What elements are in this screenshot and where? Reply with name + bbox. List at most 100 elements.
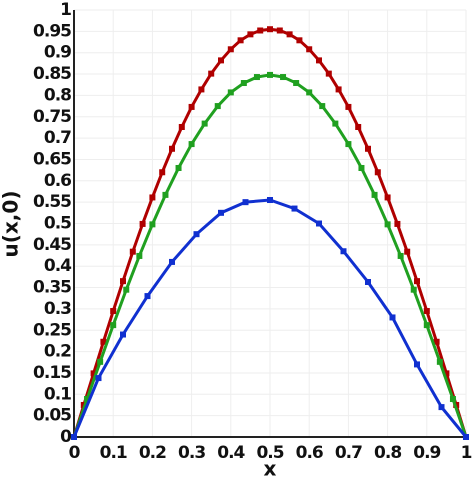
marker xyxy=(276,27,283,34)
x-axis-label: x xyxy=(264,457,277,481)
y-tick-label: 0.75 xyxy=(33,107,71,127)
marker xyxy=(335,86,342,93)
marker xyxy=(325,70,332,77)
marker xyxy=(414,278,420,285)
marker xyxy=(443,370,450,377)
y-tick-label: 0.15 xyxy=(33,363,71,383)
marker xyxy=(178,123,185,130)
marker xyxy=(201,120,208,127)
marker xyxy=(433,338,440,345)
marker xyxy=(227,46,234,53)
marker xyxy=(267,26,273,33)
x-tick-label: 0.2 xyxy=(139,443,166,463)
y-axis-label: u(x,0) xyxy=(0,191,23,258)
marker xyxy=(129,248,136,255)
marker xyxy=(306,89,313,96)
marker xyxy=(193,231,200,238)
marker xyxy=(410,286,417,293)
y-tick-label: 0.2 xyxy=(44,342,71,362)
marker xyxy=(384,194,391,201)
marker xyxy=(394,220,401,227)
marker xyxy=(267,71,273,78)
marker xyxy=(175,164,182,171)
marker xyxy=(110,308,117,315)
marker xyxy=(389,314,396,321)
x-tick-label: 0.3 xyxy=(178,443,205,463)
marker xyxy=(149,194,156,201)
marker xyxy=(286,31,293,38)
marker xyxy=(365,145,371,152)
x-tick-label: 0.1 xyxy=(100,443,127,463)
y-tick-label: 0.05 xyxy=(33,406,71,426)
y-tick-label: 0.65 xyxy=(33,149,71,169)
marker xyxy=(208,70,215,77)
marker xyxy=(423,322,430,329)
marker xyxy=(247,31,254,38)
marker xyxy=(253,74,260,81)
x-tick-label: 0.9 xyxy=(413,443,440,463)
marker xyxy=(188,103,195,110)
y-tick-label: 0.55 xyxy=(33,192,71,212)
marker xyxy=(120,278,126,285)
marker xyxy=(345,141,352,148)
y-tick-label: 0 xyxy=(60,427,72,447)
marker xyxy=(120,331,126,338)
y-tick-label: 0.6 xyxy=(44,171,71,191)
marker xyxy=(463,434,469,440)
x-tick-label: 0 xyxy=(69,443,81,463)
y-tick-label: 0.5 xyxy=(44,214,71,234)
y-tick-label: 0.45 xyxy=(33,235,71,255)
marker xyxy=(293,80,300,87)
x-tick-label: 0.7 xyxy=(335,443,362,463)
x-tick-label: 0.8 xyxy=(374,443,401,463)
marker xyxy=(144,293,151,300)
y-tick-label: 0.9 xyxy=(44,43,71,63)
marker xyxy=(414,361,420,368)
y-tick-label: 0.7 xyxy=(44,128,71,148)
marker xyxy=(267,197,273,204)
marker xyxy=(139,220,146,227)
marker xyxy=(84,395,91,402)
marker xyxy=(169,258,175,265)
marker xyxy=(316,220,322,227)
marker xyxy=(332,120,339,127)
x-tick-label: 1 xyxy=(461,443,472,463)
x-tick-label: 0.4 xyxy=(217,443,245,463)
marker xyxy=(384,221,391,228)
y-tick-label: 0.25 xyxy=(33,320,71,340)
marker xyxy=(436,358,443,365)
x-tick-label: 0.5 xyxy=(256,443,283,463)
marker xyxy=(438,404,445,411)
marker xyxy=(397,252,404,259)
y-tick-label: 0.35 xyxy=(33,278,71,298)
marker xyxy=(371,191,378,198)
marker xyxy=(365,278,371,285)
marker xyxy=(291,205,298,212)
marker xyxy=(218,209,224,216)
y-tick-label: 0.85 xyxy=(33,64,71,84)
marker xyxy=(242,199,249,206)
marker xyxy=(449,395,456,402)
marker xyxy=(218,57,224,64)
marker xyxy=(404,248,411,255)
marker xyxy=(71,434,77,440)
marker xyxy=(296,37,303,44)
marker xyxy=(159,169,166,176)
marker xyxy=(162,191,169,198)
marker xyxy=(280,74,287,81)
x-tick-label: 0.6 xyxy=(296,443,323,463)
marker xyxy=(95,375,102,382)
marker xyxy=(227,89,234,96)
y-tick-label: 0.4 xyxy=(44,256,72,276)
marker xyxy=(198,86,205,93)
marker xyxy=(240,80,247,87)
marker xyxy=(374,169,381,176)
marker xyxy=(188,141,195,148)
marker xyxy=(100,338,107,345)
y-tick-label: 0.3 xyxy=(44,299,71,319)
marker xyxy=(340,248,347,255)
marker xyxy=(149,221,156,228)
y-tick-label: 0.95 xyxy=(33,21,71,41)
marker xyxy=(97,358,104,365)
